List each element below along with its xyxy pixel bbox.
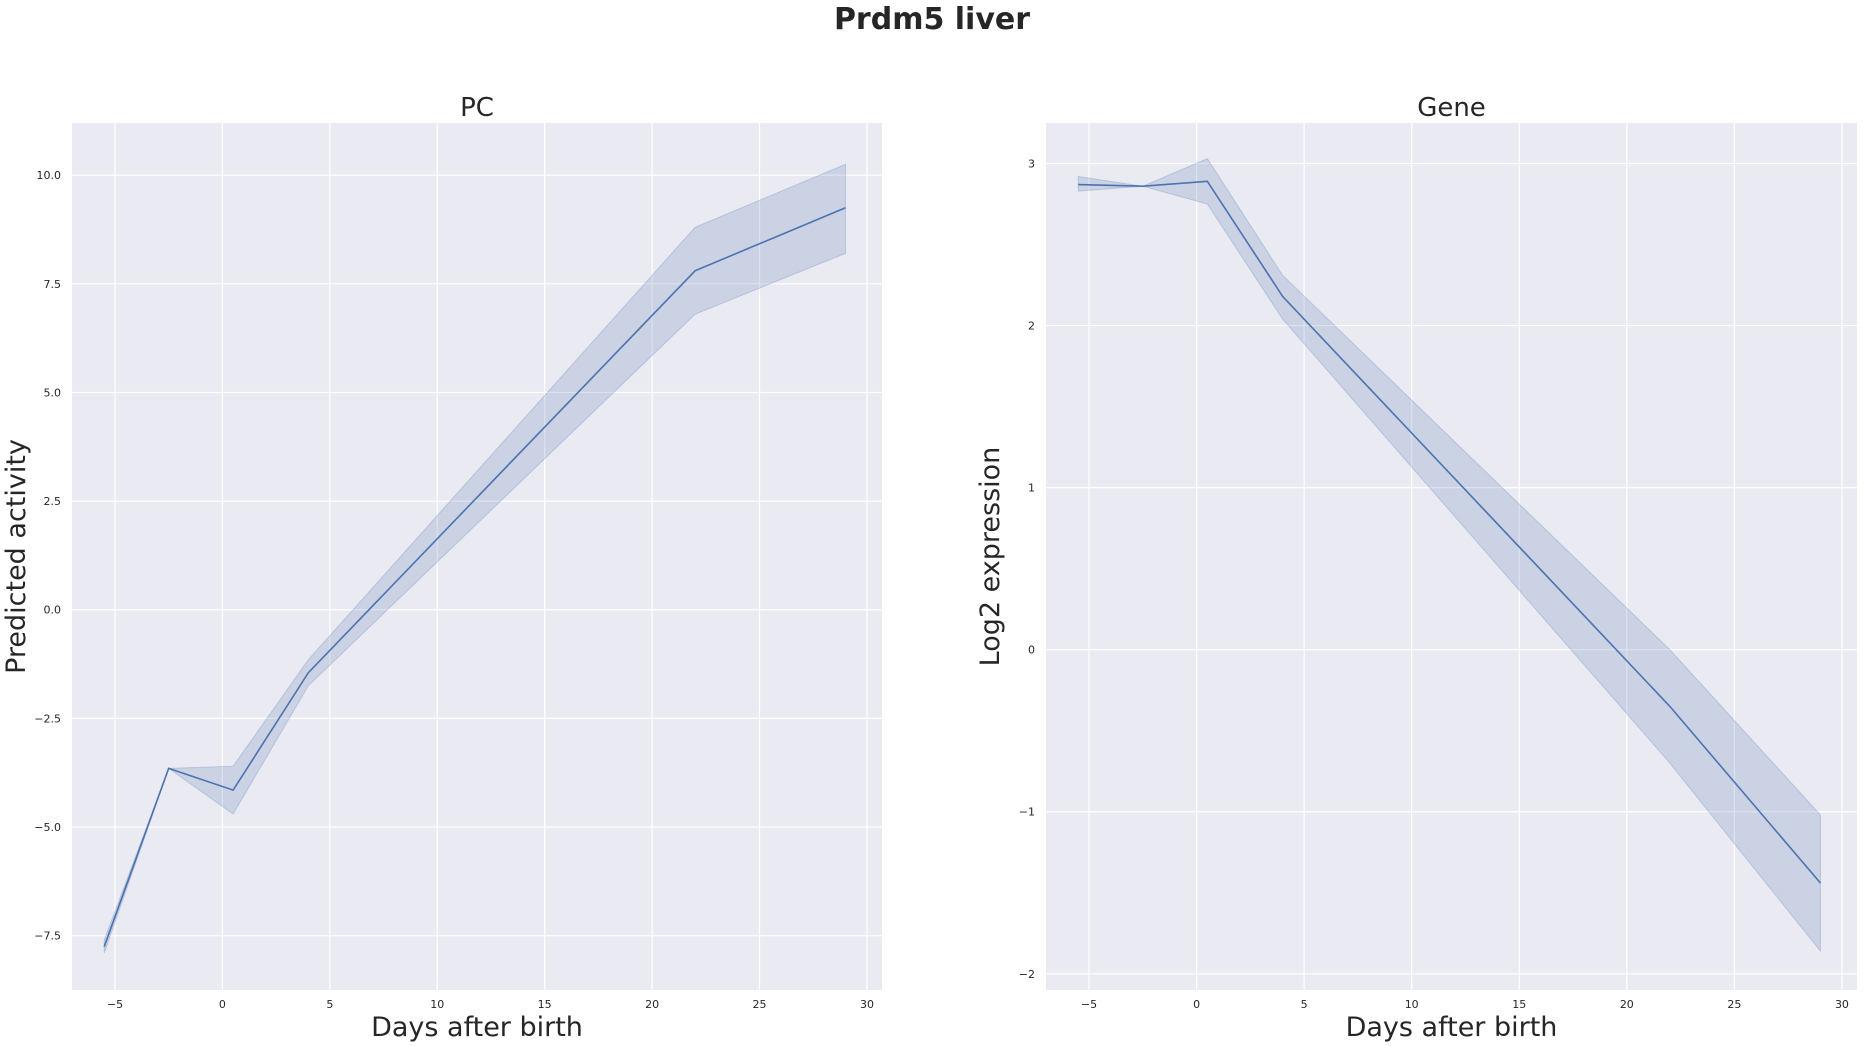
pc-x-tick-label: 10 — [430, 998, 444, 1011]
pc-x-tick-label: 20 — [645, 998, 659, 1011]
pc-y-tick-label: 0.0 — [44, 604, 62, 617]
pc-y-tick-label: 5.0 — [44, 386, 62, 399]
pc-y-tick-label: −5.0 — [34, 821, 61, 834]
gene-panel-title: Gene — [1417, 93, 1486, 123]
pc-y-tick-label: −2.5 — [34, 712, 61, 725]
gene-plot-area — [1046, 123, 1857, 990]
gene-x-tick-label: 5 — [1301, 998, 1308, 1011]
gene-y-axis-label: Log2 expression — [975, 447, 1006, 667]
gene-x-tick-label: 30 — [1835, 998, 1849, 1011]
pc-x-axis-label: Days after birth — [371, 1012, 583, 1043]
gene-x-tick-label: 25 — [1727, 998, 1741, 1011]
pc-x-tick-label: 15 — [538, 998, 552, 1011]
pc-series-line — [103, 207, 846, 947]
pc-y-axis-label: Predicted activity — [1, 439, 32, 674]
pc-plot-area — [72, 123, 882, 990]
pc-x-tick-label: −5 — [107, 998, 123, 1011]
gene-y-tick-label: −1 — [1019, 806, 1035, 819]
gene-x-tick-label: −5 — [1081, 998, 1097, 1011]
gene-x-tick-label: 20 — [1620, 998, 1634, 1011]
pc-y-tick-label: −7.5 — [34, 930, 61, 943]
gene-y-tick-label: 1 — [1028, 482, 1035, 495]
pc-x-tick-label: 30 — [860, 998, 874, 1011]
gene-y-tick-label: 0 — [1028, 644, 1035, 657]
pc-panel-title: PC — [460, 93, 494, 123]
pc-y-tick-label: 7.5 — [44, 278, 62, 291]
gene-x-tick-label: 10 — [1405, 998, 1419, 1011]
gene-y-tick-label: 2 — [1028, 320, 1035, 333]
gene-series-line — [1078, 180, 1822, 884]
gene-x-tick-label: 15 — [1512, 998, 1526, 1011]
gene-y-tick-label: 3 — [1028, 158, 1035, 171]
gene-x-tick-label: 0 — [1193, 998, 1200, 1011]
gene-x-axis-label: Days after birth — [1346, 1012, 1558, 1043]
pc-x-tick-label: 0 — [219, 998, 226, 1011]
pc-y-tick-label: 10.0 — [37, 169, 62, 182]
pc-y-tick-label: 2.5 — [44, 495, 62, 508]
pc-x-tick-label: 25 — [753, 998, 767, 1011]
figure-title: Prdm5 liver — [833, 2, 1031, 37]
gene-y-tick-label: −2 — [1019, 968, 1035, 981]
pc-x-tick-label: 5 — [326, 998, 333, 1011]
